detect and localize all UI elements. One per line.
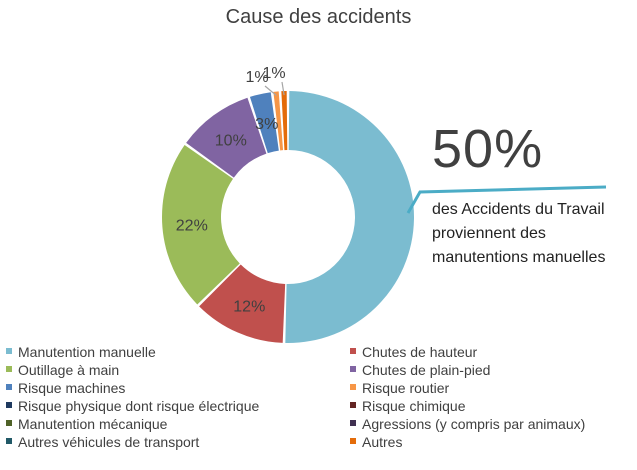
legend-item-10: Autres véhicules de transport	[6, 434, 199, 450]
legend-swatch	[6, 384, 12, 391]
legend-swatch	[6, 438, 12, 445]
legend-swatch	[6, 420, 12, 427]
legend-label: Risque chimique	[362, 398, 466, 414]
legend-item-5: Risque routier	[350, 380, 449, 396]
legend-item-7: Risque chimique	[350, 398, 466, 414]
legend-label: Risque physique dont risque électrique	[18, 398, 260, 414]
slice-0	[285, 91, 415, 344]
slice-label-2: 22%	[176, 218, 208, 235]
legend-swatch	[350, 348, 356, 355]
callout-text: des Accidents du Travail proviennent des…	[432, 201, 606, 266]
slice-2	[161, 144, 240, 305]
legend-swatch	[6, 348, 12, 355]
legend-label: Autres véhicules de transport	[18, 434, 200, 450]
legend-item-3: Chutes de plain-pied	[350, 362, 490, 378]
legend-item-1: Chutes de hauteur	[350, 344, 477, 360]
chart-title: Cause des accidents	[225, 6, 412, 28]
legend-item-8: Manutention mécanique	[6, 416, 167, 432]
slice-label-4: 3%	[255, 116, 278, 133]
legend-item-11: Autres	[350, 434, 402, 450]
legend-swatch	[350, 384, 356, 391]
slice-label-5: 1%	[245, 69, 268, 86]
legend-label: Chutes de plain-pied	[362, 362, 491, 378]
legend-item-6: Risque physique dont risque électrique	[6, 398, 259, 414]
slice-label-1: 12%	[233, 298, 265, 315]
legend-item-2: Outillage à main	[6, 362, 119, 378]
legend-item-0: Manutention manuelle	[6, 344, 156, 360]
slice-label-11: 1%	[262, 65, 285, 82]
callout-line	[406, 185, 607, 214]
slice-4	[249, 92, 279, 154]
legend-label: Manutention manuelle	[18, 344, 156, 360]
slice-1	[199, 264, 286, 343]
legend-swatch	[350, 366, 356, 373]
legend-swatch	[350, 420, 356, 427]
slice-3	[186, 97, 267, 178]
slice-label-3: 10%	[215, 132, 247, 149]
legend-swatch	[350, 438, 356, 445]
legend-swatch	[350, 402, 356, 409]
legend-label: Chutes de hauteur	[362, 344, 478, 360]
legend-swatch	[6, 402, 12, 409]
legend-label: Outillage à main	[18, 362, 120, 378]
legend-item-4: Risque machines	[6, 380, 125, 396]
slice-11	[281, 91, 288, 151]
legend-label: Autres	[362, 434, 403, 450]
legend-item-9: Agressions (y compris par animaux)	[350, 416, 585, 432]
callout-value: 50%	[432, 119, 544, 179]
legend-label: Risque machines	[18, 380, 126, 396]
legend-swatch	[6, 366, 12, 373]
legend-label: Risque routier	[362, 380, 450, 396]
legend-label: Agressions (y compris par animaux)	[362, 416, 586, 432]
leader-line-5	[264, 85, 277, 97]
slice-5	[273, 91, 284, 151]
legend-label: Manutention mécanique	[18, 416, 168, 432]
leader-line-11	[281, 81, 285, 96]
